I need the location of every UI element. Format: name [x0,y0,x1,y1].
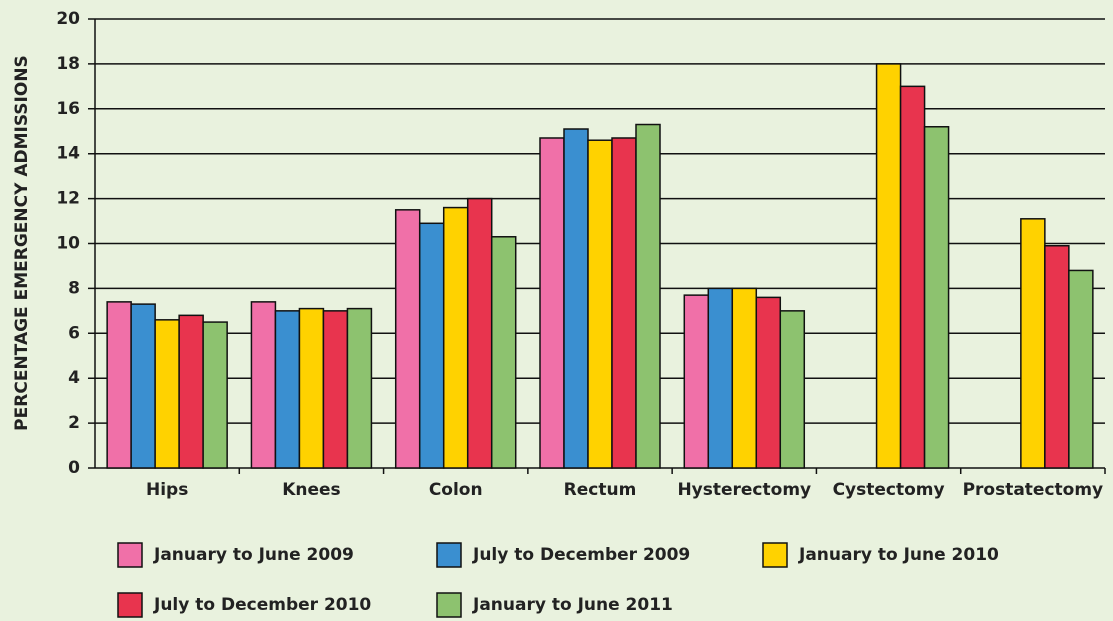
x-tick-label: Prostatectomy [963,480,1104,500]
legend-label: January to June 2010 [798,545,999,565]
legend-label: July to December 2010 [153,595,371,615]
legend-swatch [436,592,462,618]
y-tick-label: 16 [56,99,80,119]
x-tick-label: Colon [429,480,483,500]
bar [899,85,926,469]
bar [611,137,637,469]
bar [202,321,228,469]
x-tick-label: Hysterectomy [677,480,811,500]
bar [106,301,132,469]
bar [322,310,349,469]
legend-swatch [762,542,788,568]
bar [466,197,493,469]
y-tick-label: 18 [56,54,80,74]
bar [563,128,589,469]
bar [154,319,180,469]
bar [298,307,325,469]
y-tick-label: 10 [56,234,80,254]
bar [707,287,734,469]
bar [394,209,421,469]
bar [779,310,806,469]
bar [490,236,517,469]
y-tick-label: 8 [68,278,80,298]
y-axis-label: PERCENTAGE EMERGENCY ADMISSIONS [12,55,32,431]
bar [274,310,301,469]
bar [635,123,661,469]
legend-label: January to June 2009 [153,545,354,565]
bar [346,307,373,469]
y-tick-label: 20 [56,9,80,29]
bar [250,301,277,469]
y-tick-label: 6 [68,323,80,343]
bar [418,222,445,469]
bar [442,206,469,469]
y-tick-label: 12 [56,189,80,209]
y-tick-label: 4 [68,368,80,388]
bar [130,303,156,469]
bar [1020,218,1046,469]
bar [755,296,782,469]
bar [539,137,565,469]
bar [1068,269,1094,469]
legend-label: July to December 2009 [472,545,690,565]
y-tick-label: 2 [68,413,80,433]
bar [731,287,758,469]
legend-label: January to June 2011 [472,595,673,615]
x-tick-label: Hips [146,480,188,500]
y-tick-label: 0 [68,458,80,478]
bar [923,126,950,469]
x-tick-label: Knees [282,480,340,500]
bar [1044,244,1070,469]
legend-swatch [117,592,143,618]
x-tick-label: Cystectomy [833,480,945,500]
y-tick-label: 14 [56,144,80,164]
legend-swatch [436,542,462,568]
bar [875,63,902,469]
bar [683,294,710,469]
legend-swatch [117,542,143,568]
x-tick-label: Rectum [564,480,637,500]
bar [587,139,613,469]
bar [178,314,204,469]
